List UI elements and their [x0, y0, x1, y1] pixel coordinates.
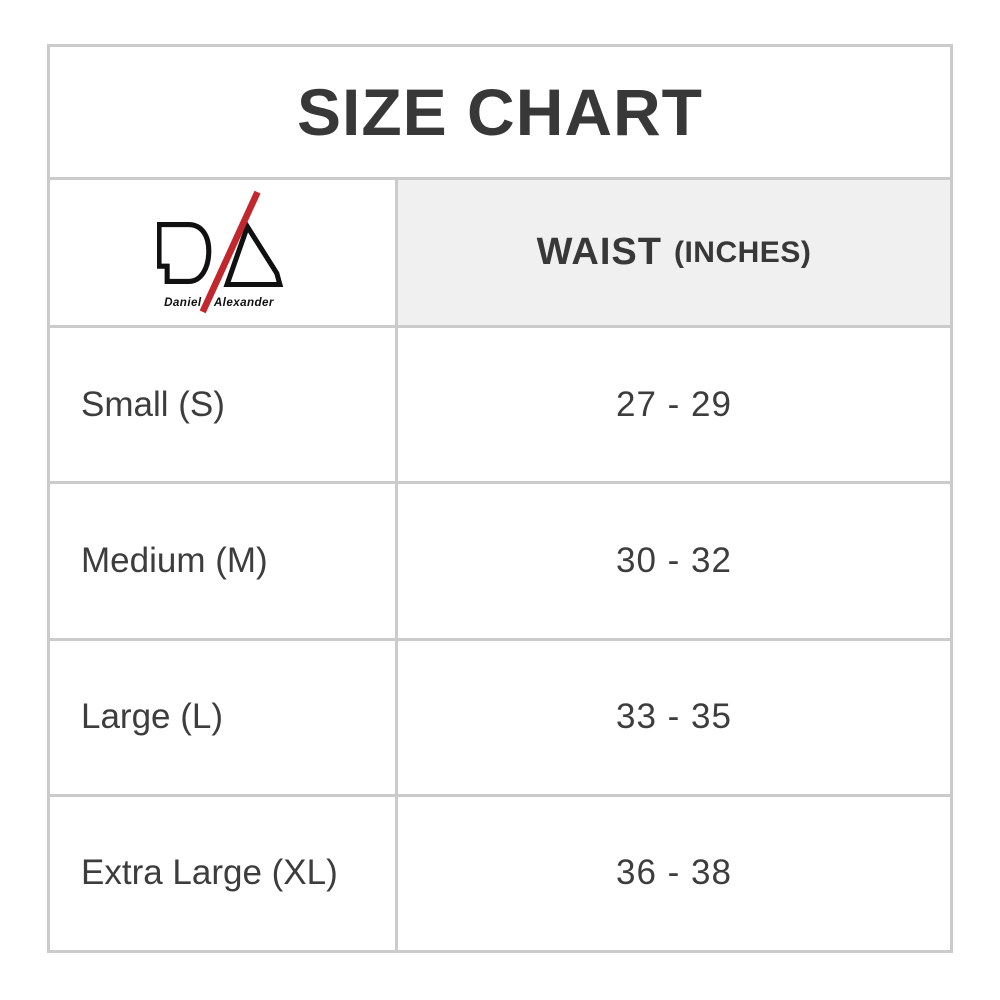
waist-range: 30 - 32 [616, 540, 732, 580]
waist-header-unit: (INCHES) [673, 235, 812, 269]
waist-range: 33 - 35 [616, 697, 732, 737]
logo-letter-d [156, 221, 211, 284]
title-row: SIZE CHART [50, 47, 950, 180]
logo-name-first: Daniel [164, 295, 202, 308]
table-row-large: Large (L) 33 - 35 [50, 640, 950, 797]
size-label: Medium (M) [50, 484, 398, 638]
size-label: Small (S) [50, 328, 398, 482]
size-label: Large (L) [50, 640, 398, 794]
logo-name-last: Alexander [212, 295, 274, 308]
logo-letter-a-triangle [222, 220, 283, 287]
brand-logo-cell: Daniel Alexander [50, 180, 398, 325]
header-row: Daniel Alexander WAIST (INCHES) [50, 180, 950, 328]
table-row-extra-large: Extra Large (XL) 36 - 38 [50, 796, 950, 950]
waist-range: 36 - 38 [616, 853, 732, 893]
size-chart-table: SIZE CHART Daniel Alexander WAIST (INCHE… [47, 44, 953, 953]
table-row-medium: Medium (M) 30 - 32 [50, 484, 950, 641]
page-title: SIZE CHART [297, 75, 703, 149]
waist-range: 27 - 29 [616, 384, 732, 424]
table-row-small: Small (S) 27 - 29 [50, 328, 950, 485]
waist-header-label: WAIST [536, 231, 662, 273]
daniel-alexander-logo-icon: Daniel Alexander [156, 190, 283, 313]
column-header-waist: WAIST (INCHES) [398, 180, 950, 325]
size-label: Extra Large (XL) [50, 796, 398, 950]
logo-red-slash [199, 190, 261, 313]
